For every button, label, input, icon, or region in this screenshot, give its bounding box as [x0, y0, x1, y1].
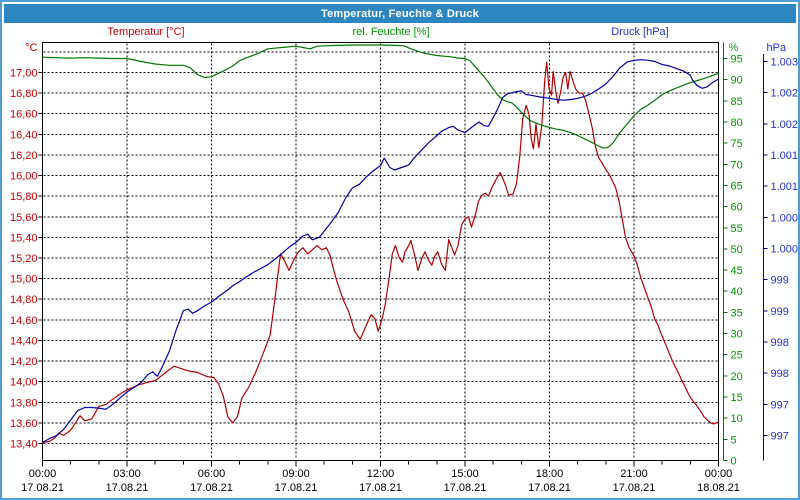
svg-text:16,60: 16,60	[10, 109, 38, 121]
svg-text:15,60: 15,60	[10, 212, 38, 224]
temperature-curve	[41, 61, 720, 444]
svg-text:1.002: 1.002	[771, 119, 799, 131]
svg-text:06:00: 06:00	[198, 468, 226, 480]
svg-text:03:00: 03:00	[113, 468, 141, 480]
window-title: Temperatur, Feuchte & Druck	[320, 7, 479, 20]
svg-text:14,80: 14,80	[10, 294, 38, 306]
svg-text:1.003: 1.003	[771, 57, 799, 69]
svg-text:35: 35	[731, 307, 743, 319]
svg-text:00:00: 00:00	[705, 468, 733, 480]
svg-text:65: 65	[731, 180, 743, 192]
svg-text:17.08.21: 17.08.21	[190, 482, 233, 494]
pressure-curve	[41, 59, 720, 443]
svg-text:15,80: 15,80	[10, 191, 38, 203]
svg-text:14,00: 14,00	[10, 377, 38, 389]
svg-text:13,80: 13,80	[10, 397, 38, 409]
svg-text:15: 15	[731, 392, 743, 404]
pressure-axis-labels: 997 997 998 998 999 999 1.000 1.000 1.001 1.001 1.…	[763, 54, 799, 461]
svg-text:95: 95	[731, 53, 743, 65]
svg-text:40: 40	[731, 286, 743, 298]
svg-text:1.000: 1.000	[771, 212, 799, 224]
svg-text:hPa: hPa	[767, 42, 787, 54]
svg-text:5: 5	[731, 434, 737, 446]
svg-text:00:00: 00:00	[29, 468, 57, 480]
svg-text:75: 75	[731, 138, 743, 150]
gridlines	[43, 43, 718, 460]
svg-text:16,00: 16,00	[10, 171, 38, 183]
svg-text:16,40: 16,40	[10, 129, 38, 141]
svg-text:17.08.21: 17.08.21	[528, 482, 571, 494]
svg-text:10: 10	[731, 413, 743, 425]
svg-text:18:00: 18:00	[536, 468, 564, 480]
svg-text:1.002: 1.002	[771, 88, 799, 100]
axes	[38, 42, 719, 467]
svg-text:90: 90	[731, 75, 743, 87]
svg-text:70: 70	[731, 159, 743, 171]
svg-text:55: 55	[731, 223, 743, 235]
svg-text:15,00: 15,00	[10, 274, 38, 286]
svg-text:15,40: 15,40	[10, 232, 38, 244]
svg-text:18.08.21: 18.08.21	[697, 482, 740, 494]
svg-text:50: 50	[731, 244, 743, 256]
svg-text:15,20: 15,20	[10, 253, 38, 265]
svg-text:1.001: 1.001	[771, 181, 799, 193]
svg-text:60: 60	[731, 202, 743, 214]
legend-pressure: Druck [hPa]	[611, 26, 669, 38]
svg-text:25: 25	[731, 350, 743, 362]
legend-humidity: rel. Feuchte [%]	[352, 26, 430, 38]
svg-text:17.08.21: 17.08.21	[275, 482, 318, 494]
svg-text:45: 45	[731, 265, 743, 277]
svg-text:997: 997	[771, 399, 789, 411]
svg-text:09:00: 09:00	[282, 468, 310, 480]
axis-labels: 13,40 13,60 13,80 14,00 14,20 14,40 14,60 14,80…	[10, 42, 787, 451]
svg-text:16,20: 16,20	[10, 150, 38, 162]
svg-text:14,60: 14,60	[10, 315, 38, 327]
svg-text:14,20: 14,20	[10, 356, 38, 368]
svg-text:1.001: 1.001	[771, 150, 799, 162]
svg-text:0: 0	[731, 456, 737, 468]
time-axis-labels: 00:00 17.08.21 03:00 17.08.21 06:00 17.08.21 0…	[21, 468, 740, 494]
svg-text:998: 998	[771, 368, 789, 380]
svg-text:999: 999	[771, 306, 789, 318]
svg-text:12:00: 12:00	[367, 468, 395, 480]
humidity-axis-labels: 0 5 10 15 20 25 30 35 40 45 50 55 60 65 70 75 80 85 90 95	[723, 42, 743, 468]
svg-text:15:00: 15:00	[451, 468, 479, 480]
svg-text:13,60: 13,60	[10, 418, 38, 430]
svg-text:17,00: 17,00	[10, 68, 38, 80]
svg-text:85: 85	[731, 96, 743, 108]
svg-text:80: 80	[731, 117, 743, 129]
svg-text:21:00: 21:00	[620, 468, 648, 480]
svg-text:17.08.21: 17.08.21	[444, 482, 487, 494]
svg-text:999: 999	[771, 275, 789, 287]
svg-text:17.08.21: 17.08.21	[613, 482, 656, 494]
svg-text:997: 997	[771, 431, 789, 443]
legend-temperature: Temperatur [°C]	[107, 26, 185, 38]
svg-text:17.08.21: 17.08.21	[359, 482, 402, 494]
svg-text:1.000: 1.000	[771, 244, 799, 256]
svg-text:998: 998	[771, 337, 789, 349]
svg-text:17.08.21: 17.08.21	[21, 482, 64, 494]
title-bar[interactable]: Temperatur, Feuchte & Druck	[4, 4, 796, 23]
svg-text:20: 20	[731, 371, 743, 383]
svg-text:30: 30	[731, 329, 743, 341]
svg-text:14,40: 14,40	[10, 335, 38, 347]
svg-text:°C: °C	[25, 42, 37, 54]
svg-text:17.08.21: 17.08.21	[106, 482, 149, 494]
svg-text:%: %	[729, 42, 739, 54]
svg-text:16,80: 16,80	[10, 88, 38, 100]
humidity-curve	[41, 44, 720, 149]
svg-text:13,40: 13,40	[10, 439, 38, 451]
